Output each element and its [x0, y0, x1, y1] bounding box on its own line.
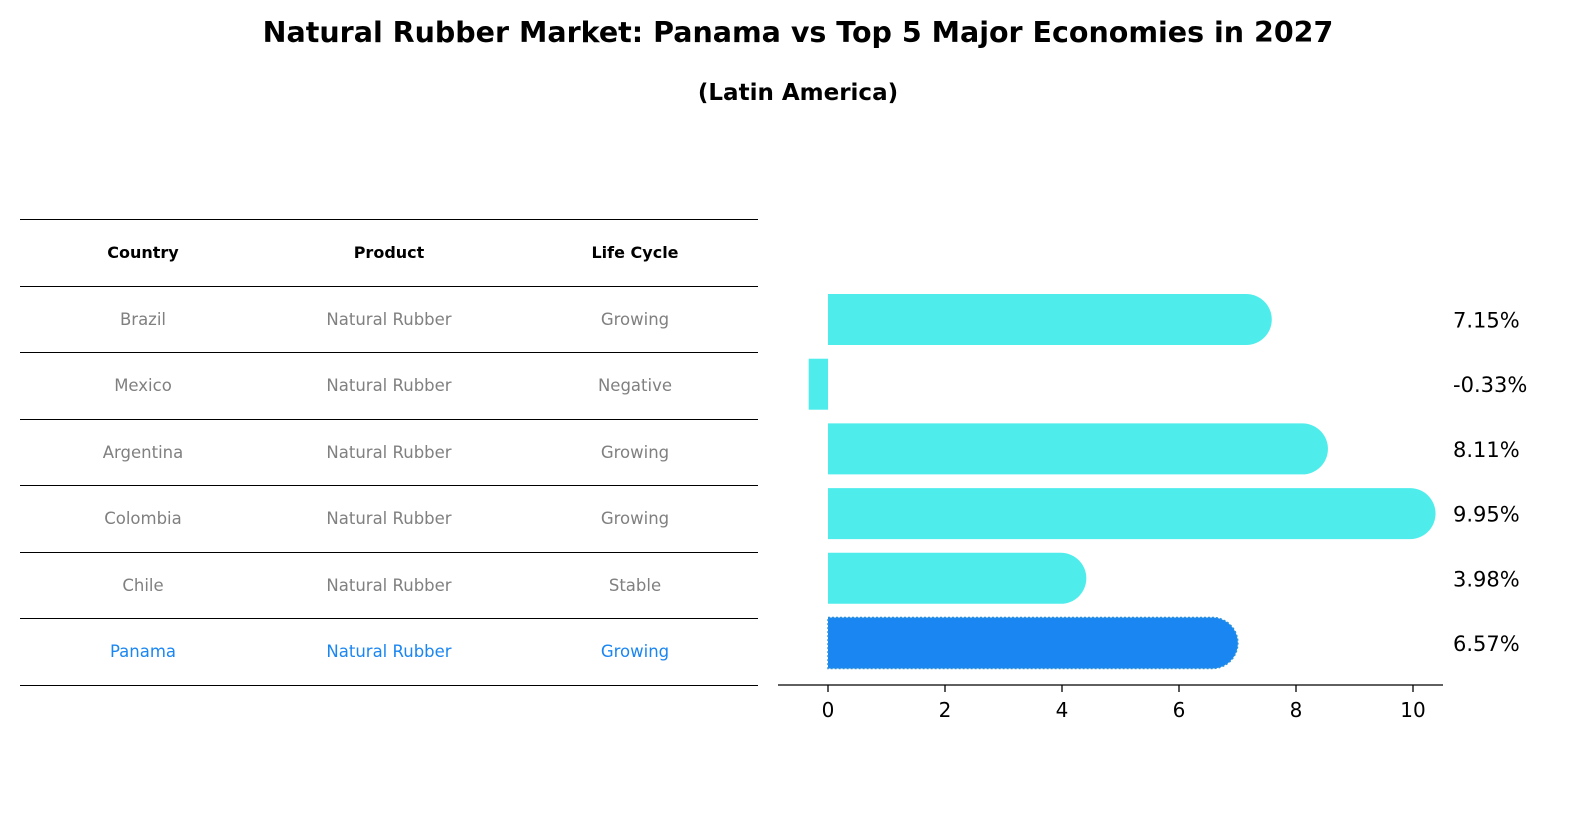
- table-header-row: Country Product Life Cycle: [20, 219, 758, 287]
- header-life-cycle: Life Cycle: [591, 243, 679, 263]
- value-label: -0.33%: [1453, 373, 1527, 397]
- header-country: Country: [107, 243, 179, 263]
- x-tick-label: 4: [1056, 698, 1069, 722]
- cell-country: Argentina: [102, 442, 184, 462]
- x-tick-label: 0: [822, 698, 835, 722]
- table-row: Chile Natural Rubber Stable: [20, 553, 758, 619]
- bar-panama: [827, 616, 1239, 670]
- value-label: 3.98%: [1453, 567, 1520, 591]
- chart-title: Natural Rubber Market: Panama vs Top 5 M…: [262, 16, 1334, 49]
- chart-subtitle: (Latin America): [697, 80, 899, 106]
- bar-argentina: [828, 423, 1328, 475]
- cell-country: Panama: [109, 642, 177, 662]
- table-row: Brazil Natural Rubber Growing: [20, 287, 758, 353]
- cell-life-cycle: Growing: [600, 642, 670, 662]
- header-product: Product: [353, 243, 425, 263]
- cell-country: Chile: [122, 575, 164, 595]
- value-label: 8.11%: [1453, 438, 1520, 462]
- value-label: 9.95%: [1453, 503, 1520, 527]
- cell-life-cycle: Growing: [600, 442, 670, 462]
- cell-product: Natural Rubber: [326, 509, 452, 529]
- cell-product: Natural Rubber: [326, 309, 452, 329]
- cell-product: Natural Rubber: [326, 575, 452, 595]
- x-tick-label: 10: [1400, 698, 1425, 722]
- market-table: Country Product Life Cycle Brazil Natura…: [20, 219, 758, 686]
- table-row: Argentina Natural Rubber Growing: [20, 420, 758, 486]
- table-row: Mexico Natural Rubber Negative: [20, 353, 758, 420]
- cell-life-cycle: Negative: [597, 376, 673, 396]
- value-label: 7.15%: [1453, 309, 1520, 333]
- x-tick-label: 2: [939, 698, 952, 722]
- cell-country: Brazil: [119, 309, 167, 329]
- cell-country: Colombia: [104, 509, 182, 529]
- bar-colombia: [828, 488, 1436, 540]
- bar-mexico: [808, 358, 828, 410]
- cell-life-cycle: Stable: [608, 575, 662, 595]
- x-tick-label: 6: [1173, 698, 1186, 722]
- value-label: 6.57%: [1453, 632, 1520, 656]
- cell-life-cycle: Growing: [600, 509, 670, 529]
- cell-country: Mexico: [114, 376, 172, 396]
- cell-product: Natural Rubber: [326, 642, 452, 662]
- table-row: Colombia Natural Rubber Growing: [20, 486, 758, 553]
- table-row-highlight: Panama Natural Rubber Growing: [20, 619, 758, 686]
- bar-brazil: [828, 294, 1272, 345]
- x-tick-label: 8: [1290, 698, 1303, 722]
- cell-product: Natural Rubber: [326, 442, 452, 462]
- bar-chile: [828, 552, 1087, 604]
- cell-product: Natural Rubber: [326, 376, 452, 396]
- cell-life-cycle: Growing: [600, 309, 670, 329]
